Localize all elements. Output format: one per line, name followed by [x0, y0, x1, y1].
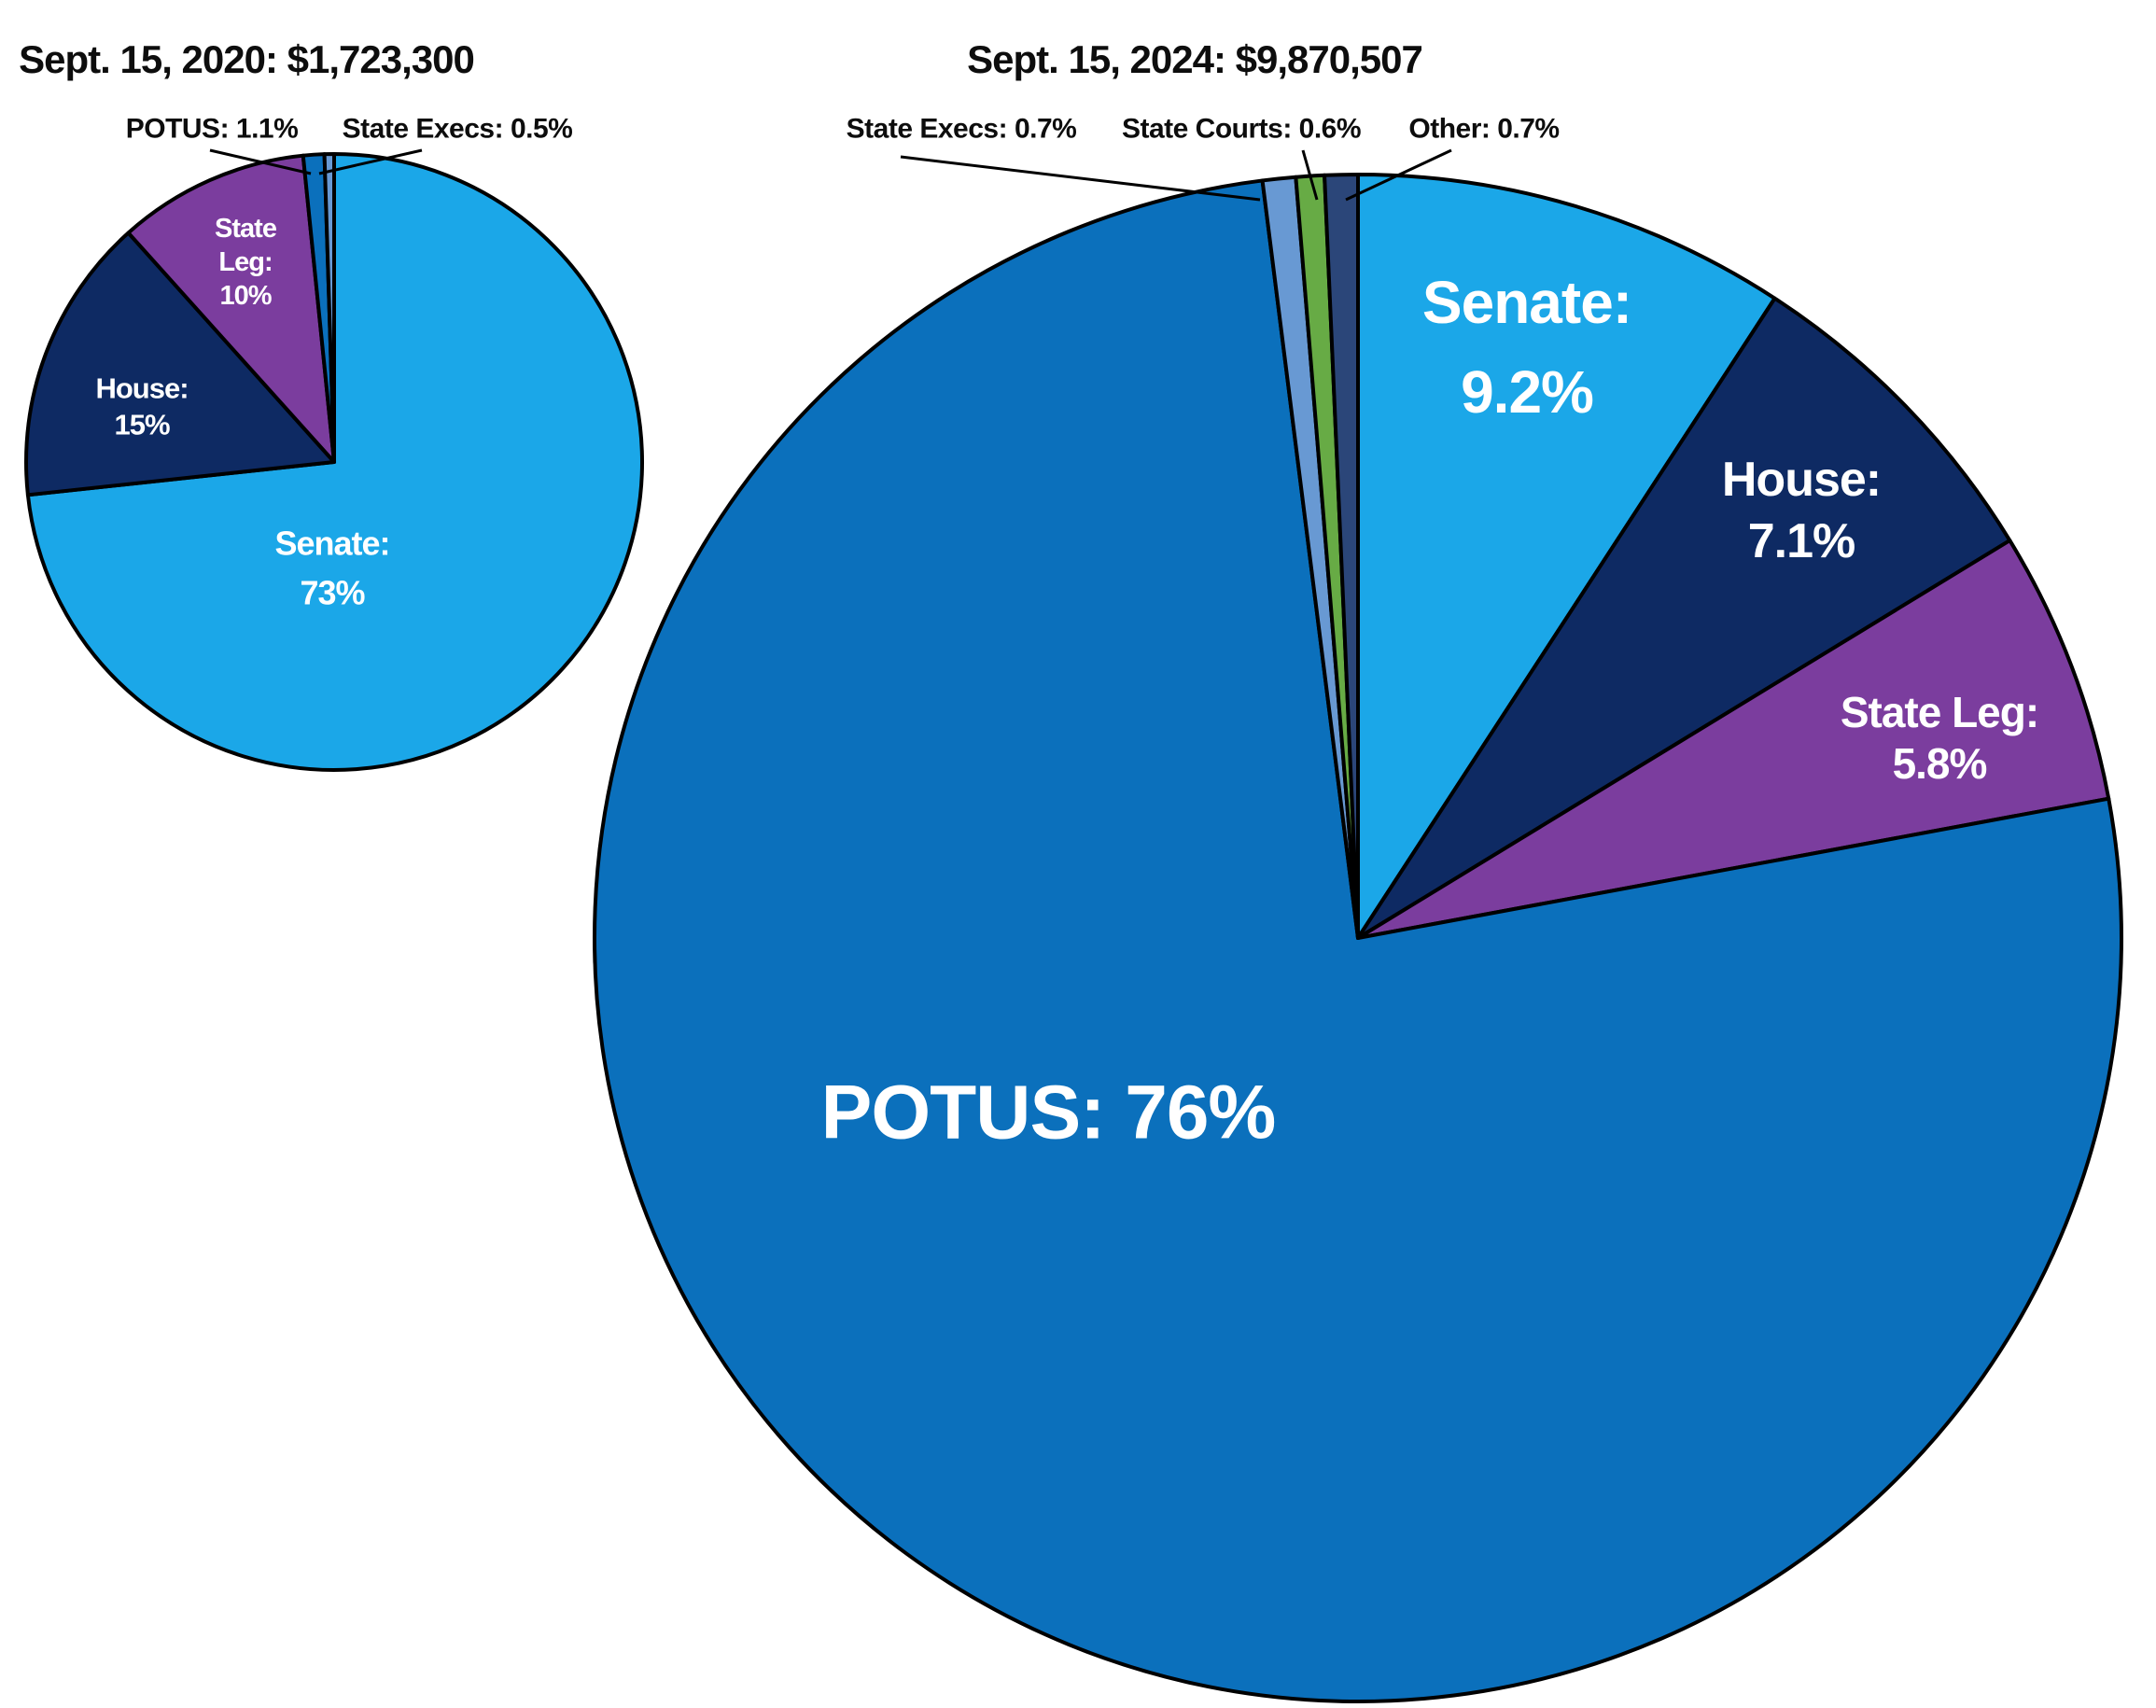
pie-2020-callout-text-potus: POTUS: 1.1% [126, 114, 299, 145]
pie-2024-label-state-leg-line2: 5.8% [1893, 739, 1987, 788]
pie-2024-callout-text-state-courts: State Courts: 0.6% [1122, 114, 1361, 145]
pie-2024-label-house-line1: House: [1722, 453, 1881, 507]
pie-2024-label-state-leg-line1: State Leg: [1841, 688, 2038, 736]
pie-2020-label-senate-line1: Senate: [274, 525, 389, 563]
pie-2020-slice-state-leg [126, 153, 336, 464]
pie-2024-slice-house [1356, 296, 2012, 940]
pie-2024-callout-text-state-execs: State Execs: 0.7% [847, 114, 1077, 145]
chart-title-2020: Sept. 15, 2020: $1,723,300 [19, 37, 475, 81]
pie-2020-label-state-leg-line3: 10% [219, 281, 272, 311]
pie-2024-slice-potus [593, 178, 2123, 1703]
pie-2024-label-senate-line1: Senate: [1422, 269, 1631, 336]
pie-2020-callout-line-potus [209, 148, 312, 175]
pie-2024-slice-senate [1356, 173, 1777, 940]
pie-2020-label-house-line2: 15% [114, 409, 169, 441]
pie-2020-label-senate-line2: 73% [300, 574, 365, 612]
pie-2024-callout-line-state-execs [900, 155, 1261, 202]
pie-2024-slice-other [1323, 173, 1360, 940]
pie-2024-callout-line-state-courts [1301, 149, 1319, 201]
pie-2024-label-potus-line1: POTUS: 76% [821, 1071, 1276, 1155]
pie-2024-label-senate-line2: 9.2% [1461, 358, 1593, 426]
pie-2020-slice-state-execs [322, 151, 336, 464]
pie-2024: Senate: 9.2% House: 7.1% State Leg:5.8% POTUS… [593, 114, 2123, 1703]
chart-title-2024: Sept. 15, 2024: $9,870,507 [967, 37, 1423, 81]
pie-2024-callout-line-other [1345, 148, 1452, 202]
pie-2024-callout-text-other: Other: 0.7% [1408, 114, 1559, 145]
pie-2024-label-house-line2: 7.1% [1748, 514, 1855, 568]
pie-2020-label-state-leg-line1: State [215, 214, 277, 244]
pie-2024-slice-state-leg [1356, 539, 2111, 940]
pie-2020-callout-line-state-execs [318, 148, 423, 175]
pie-2020-label-house-line1: House: [95, 372, 188, 405]
pie-2020-slice-house [24, 231, 336, 497]
pie-2020-callout-text-state-execs: State Execs: 0.5% [343, 114, 573, 145]
pie-2020-label-state-leg-line2: Leg: [218, 247, 272, 277]
